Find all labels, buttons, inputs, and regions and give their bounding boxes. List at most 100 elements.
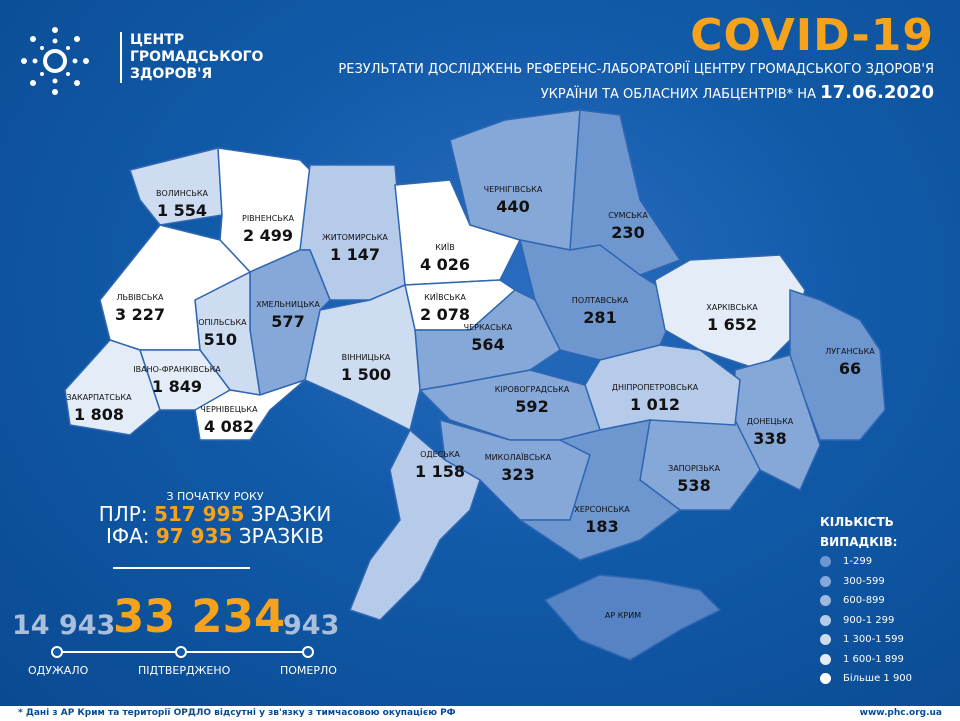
region-cases: 338 <box>753 429 786 448</box>
region-shape[interactable] <box>517 419 682 561</box>
region-shape[interactable] <box>543 574 722 661</box>
region-cases: 4 082 <box>204 417 254 436</box>
region-24[interactable]: ХЕРСОНСЬКА 183 <box>517 419 682 561</box>
legend-label: 900-1 299 <box>843 614 895 626</box>
ifa-line: ІФА: 97 935 ЗРАЗКІВ <box>80 525 350 547</box>
region-20[interactable]: ІВАНО-ФРАНКІВСЬКА 1 849 <box>133 349 232 411</box>
legend-item: 1 300-1 599 <box>820 630 912 650</box>
region-15[interactable]: ВІННИЦЬКА 1 500 <box>304 283 421 432</box>
legend-item: 600-899 <box>820 591 912 611</box>
legend: КІЛЬКІСТЬ ВИПАДКІВ: 1-299 300-599 600-899 9… <box>820 512 912 689</box>
report-date: 17.06.2020 <box>820 82 934 103</box>
pcr-value: 517 995 <box>153 502 245 526</box>
logo-text: ЦЕНТР ГРОМАДСЬКОГО ЗДОРОВ'Я <box>120 32 263 83</box>
region-shape[interactable] <box>194 379 306 441</box>
region-25[interactable]: АР КРИМ <box>543 574 722 661</box>
region-cases: 66 <box>839 359 861 378</box>
region-12[interactable]: ДНІПРОПЕТРОВСЬКА 1 012 <box>584 344 741 431</box>
region-name: ВІННИЦЬКА <box>342 353 391 362</box>
region-cases: 1 158 <box>415 462 465 481</box>
region-cases: 1 808 <box>74 405 124 424</box>
region-cases: 538 <box>677 476 710 495</box>
legend-label: 1-299 <box>843 556 873 568</box>
region-5[interactable]: ЧЕРНІГІВСЬКА 440 <box>449 109 581 251</box>
ukraine-map: ВОЛИНСЬКА 1 554 РІВНЕНСЬКА 2 499 ЖИТОМИРСЬКА… <box>64 109 886 661</box>
legend-swatch-icon <box>820 595 831 607</box>
region-name: ІВАНО-ФРАНКІВСЬКА <box>133 365 221 374</box>
deaths-label: ПОМЕРЛО <box>280 664 337 677</box>
region-cases: 440 <box>496 197 529 216</box>
legend-swatch-icon <box>820 614 831 626</box>
region-name: ХМЕЛЬНИЦЬКА <box>256 300 320 309</box>
region-shape[interactable] <box>129 147 223 226</box>
region-cases: 1 554 <box>157 201 207 220</box>
region-cases: 1 500 <box>341 365 391 384</box>
region-cases: 3 227 <box>115 305 165 324</box>
deaths-count: 943 <box>283 610 340 641</box>
region-name: ХЕРСОНСЬКА <box>574 505 630 514</box>
pcr-unit: ЗРАЗКИ <box>250 502 332 526</box>
page-title: COVID-19 <box>690 10 934 61</box>
region-cases: 281 <box>583 308 616 327</box>
region-cases: 564 <box>471 335 504 354</box>
legend-label: 1 300-1 599 <box>843 634 904 646</box>
region-cases: 230 <box>611 223 644 242</box>
region-name: ЧЕРНІВЕЦЬКА <box>200 405 258 414</box>
region-name: ВОЛИНСЬКА <box>156 189 209 198</box>
legend-swatch-icon <box>820 575 831 587</box>
region-cases: 323 <box>501 465 534 484</box>
pcr-line: ПЛР: 517 995 ЗРАЗКИ <box>80 503 350 525</box>
region-21[interactable]: ЧЕРНІВЕЦЬКА 4 082 <box>194 379 306 441</box>
timeline-icon <box>51 646 314 658</box>
legend-item: 900-1 299 <box>820 611 912 631</box>
region-cases: 592 <box>515 397 548 416</box>
region-cases: 2 078 <box>420 305 470 324</box>
legend-item: 1-299 <box>820 552 912 572</box>
legend-item: 1 600-1 899 <box>820 650 912 670</box>
region-cases: 1 849 <box>152 377 202 396</box>
region-name: ПОЛТАВСЬКА <box>572 296 629 305</box>
region-name: КІРОВОГРАДСЬКА <box>495 385 570 394</box>
region-13[interactable]: КІРОВОГРАДСЬКА 592 <box>418 369 601 441</box>
legend-item: 300-599 <box>820 572 912 592</box>
region-cases: 2 499 <box>243 226 293 245</box>
divider <box>113 567 250 569</box>
region-name: КИЇВСЬКА <box>424 292 466 302</box>
tests-summary: З ПОЧАТКУ РОКУ ПЛР: 517 995 ЗРАЗКИ ІФА: … <box>80 490 350 547</box>
region-name: ЧЕРКАСЬКА <box>464 323 513 332</box>
region-cases: 183 <box>585 517 618 536</box>
legend-swatch-icon <box>820 556 831 568</box>
region-cases: 1 012 <box>630 395 680 414</box>
region-23[interactable]: ОДЕСЬКА 1 158 <box>349 428 481 621</box>
region-name: МИКОЛАЇВСЬКА <box>485 452 552 462</box>
region-name: ЛЬВІВСЬКА <box>116 293 164 302</box>
confirmed-label: ПІДТВЕРДЖЕНО <box>138 664 231 677</box>
region-shape[interactable] <box>414 289 561 391</box>
region-name: ЧЕРНІГІВСЬКА <box>484 185 543 194</box>
region-name: АР КРИМ <box>605 611 641 620</box>
legend-label: 300-599 <box>843 575 885 587</box>
subtitle: РЕЗУЛЬТАТИ ДОСЛІДЖЕНЬ РЕФЕРЕНС-ЛАБОРАТОР… <box>338 62 934 77</box>
footnote: * Дані з АР Крим та території ОРДЛО відс… <box>18 708 456 718</box>
legend-swatch-icon <box>820 653 831 665</box>
logo-line: ЗДОРОВ'Я <box>130 66 213 82</box>
legend-swatch-icon <box>820 673 831 685</box>
logo-line: ГРОМАДСЬКОГО <box>130 49 264 65</box>
region-name: КИЇВ <box>435 242 455 252</box>
region-name: ОДЕСЬКА <box>420 450 460 459</box>
ifa-label: ІФА: <box>105 524 150 548</box>
subtitle-text: УКРАЇНИ ТА ОБЛАСНИХ ЛАБЦЕНТРІВ* НА <box>540 87 816 102</box>
region-cases: 577 <box>271 312 304 331</box>
region-6[interactable]: СУМСЬКА 230 <box>569 109 682 276</box>
region-name: ТЕРНОПІЛЬСЬКА <box>176 318 247 327</box>
region-name: ХАРКІВСЬКА <box>706 303 758 312</box>
region-cases: 1 147 <box>330 245 380 264</box>
region-shape[interactable] <box>304 283 421 432</box>
region-0[interactable]: ВОЛИНСЬКА 1 554 <box>129 147 223 226</box>
website-link[interactable]: www.phc.org.ua <box>859 708 942 718</box>
region-8[interactable]: ХАРКІВСЬКА 1 652 <box>654 254 806 371</box>
region-14[interactable]: ЧЕРКАСЬКА 564 <box>414 289 561 391</box>
region-1[interactable]: РІВНЕНСЬКА 2 499 <box>217 147 316 273</box>
region-shape[interactable] <box>349 428 481 621</box>
subtitle-line2: УКРАЇНИ ТА ОБЛАСНИХ ЛАБЦЕНТРІВ* НА 17.06… <box>541 82 934 103</box>
